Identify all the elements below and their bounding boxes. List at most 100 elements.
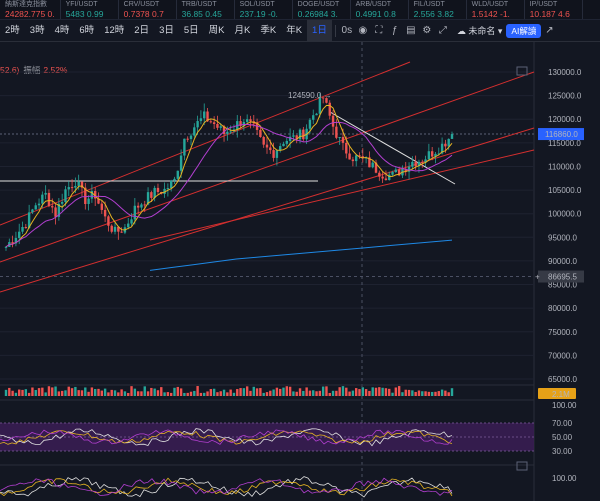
candle-body bbox=[117, 226, 120, 232]
template-icon[interactable]: ▤ bbox=[406, 25, 416, 36]
candle-body bbox=[189, 135, 193, 140]
volume-bar bbox=[8, 387, 11, 396]
timeframe-4時[interactable]: 4時 bbox=[54, 24, 70, 36]
layout-name-dropdown[interactable]: ☁ 未命名 ▾ bbox=[456, 26, 503, 36]
timeframe-12時[interactable]: 12時 bbox=[104, 24, 125, 36]
ticker-item[interactable]: FIL/USDT 2.556 3.82 bbox=[409, 0, 467, 19]
timeframe-月K[interactable]: 月K bbox=[234, 24, 251, 36]
volume-bar bbox=[146, 391, 150, 396]
candle-body bbox=[143, 204, 146, 206]
volume-bar bbox=[328, 392, 331, 396]
ticker-price: 5483 0.99 bbox=[65, 9, 104, 19]
candle-body bbox=[361, 156, 364, 158]
timeframe-2日[interactable]: 2日 bbox=[134, 24, 150, 36]
candle-body bbox=[229, 131, 232, 133]
volume-bar bbox=[94, 388, 97, 396]
volume-bar bbox=[275, 387, 279, 396]
expand-icon[interactable]: ⤢ bbox=[438, 25, 447, 36]
volume-bar bbox=[305, 387, 308, 396]
ai-button[interactable]: AI解讀 bbox=[506, 23, 542, 38]
candle-body bbox=[259, 129, 262, 138]
ticker-item[interactable]: CRV/USDT 0.7378 0.7 bbox=[119, 0, 177, 19]
candle-body bbox=[209, 121, 213, 123]
volume-bar bbox=[308, 390, 312, 396]
volume-bar bbox=[41, 387, 44, 396]
ticker-item[interactable]: DOGE/USDT 0.26984 3. bbox=[293, 0, 351, 19]
ticker-name: YFI/USDT bbox=[65, 1, 98, 8]
timeframe-3時[interactable]: 3時 bbox=[29, 24, 45, 36]
candle-body bbox=[57, 203, 61, 217]
candle-body bbox=[318, 97, 322, 114]
candle-body bbox=[80, 181, 84, 188]
volume-bar bbox=[265, 392, 269, 396]
timeframe-周K[interactable]: 周K bbox=[208, 24, 225, 36]
volume-bar bbox=[169, 392, 173, 396]
timeframe-6時[interactable]: 6時 bbox=[79, 24, 95, 36]
volume-bar bbox=[70, 388, 74, 396]
candle-body bbox=[292, 135, 295, 137]
candle-body bbox=[27, 212, 31, 229]
volume-bar bbox=[397, 386, 401, 396]
volume-bar bbox=[391, 392, 394, 396]
ticker-item[interactable]: WLD/USDT 1.5142 -1. bbox=[467, 0, 525, 19]
ticker-item[interactable]: YFI/USDT 5483 0.99 bbox=[61, 0, 119, 19]
kdj-line-3 bbox=[0, 477, 453, 496]
ticker-item[interactable]: 納斯達克指數 24282.775 0. bbox=[0, 0, 61, 19]
volume-bar bbox=[259, 388, 262, 396]
volume-bar bbox=[434, 391, 437, 396]
ticker-item[interactable]: SOL/USDT 237.19 -0. bbox=[235, 0, 293, 19]
volume-bar bbox=[249, 390, 252, 396]
share-icon[interactable]: ↗ bbox=[545, 25, 554, 36]
overlays: 116860.0 86695.5 +124590.0 → bbox=[288, 66, 584, 471]
timeframe-年K[interactable]: 年K bbox=[286, 24, 303, 36]
indicator-icon[interactable]: ƒ bbox=[392, 25, 398, 36]
volume-bar bbox=[183, 392, 186, 396]
volume-bar bbox=[173, 387, 176, 396]
candle-body bbox=[245, 119, 249, 122]
candle-body bbox=[120, 231, 123, 233]
candle-body bbox=[203, 111, 206, 119]
volume-bar bbox=[298, 388, 302, 396]
scale-icon bbox=[516, 66, 528, 76]
volume-bar bbox=[338, 387, 341, 396]
crosshair-price-label: 86695.5 bbox=[548, 273, 577, 282]
ticker-name: ARB/USDT bbox=[355, 1, 392, 8]
timeframe-5日[interactable]: 5日 bbox=[183, 24, 199, 36]
timeframe-1日[interactable]: 1日 bbox=[307, 19, 332, 42]
volume-bar bbox=[427, 391, 431, 396]
volume-bar bbox=[341, 386, 345, 396]
volume-bar bbox=[21, 389, 24, 396]
candle-body bbox=[308, 119, 312, 129]
timeframe-2時[interactable]: 2時 bbox=[5, 24, 20, 36]
candle-body bbox=[77, 181, 80, 186]
timeframe-3日[interactable]: 3日 bbox=[159, 24, 174, 36]
candle-body bbox=[133, 205, 137, 220]
ticker-price: 10.187 4.6 bbox=[529, 9, 570, 19]
zero-seconds-label[interactable]: 0s bbox=[341, 25, 353, 36]
volume-bar bbox=[186, 392, 189, 396]
ticker-price: 2.556 3.82 bbox=[413, 9, 454, 19]
candle-body bbox=[345, 142, 348, 154]
candle-body bbox=[64, 189, 67, 202]
candle-body bbox=[186, 138, 189, 140]
fullscreen-icon[interactable]: ⛶ bbox=[375, 25, 383, 36]
candle-body bbox=[156, 187, 160, 192]
ticker-item[interactable]: IP/USDT 10.187 4.6 bbox=[525, 0, 583, 19]
camera-icon[interactable]: ◉ bbox=[358, 25, 368, 36]
volume-bar bbox=[136, 391, 140, 396]
volume-bar bbox=[60, 390, 64, 396]
candle-body bbox=[265, 144, 269, 148]
legend-label: 振幅 bbox=[23, 65, 41, 75]
ticker-item[interactable]: TRB/USDT 36.85 0.45 bbox=[177, 0, 235, 19]
settings-icon[interactable]: ⚙ bbox=[422, 25, 432, 36]
current-price-tag bbox=[538, 128, 584, 141]
volume-bar bbox=[176, 386, 179, 396]
candle-body bbox=[166, 188, 170, 190]
volume-bar bbox=[54, 386, 57, 396]
ticker-item[interactable]: ARB/USDT 0.4991 0.8 bbox=[351, 0, 409, 19]
timeframe-季K[interactable]: 季K bbox=[260, 24, 277, 36]
price-axis: 130000.0 125000.0 120000.0 115000.0 110000.0… bbox=[548, 68, 582, 384]
candle-body bbox=[14, 237, 18, 244]
volume-bar bbox=[302, 390, 305, 396]
